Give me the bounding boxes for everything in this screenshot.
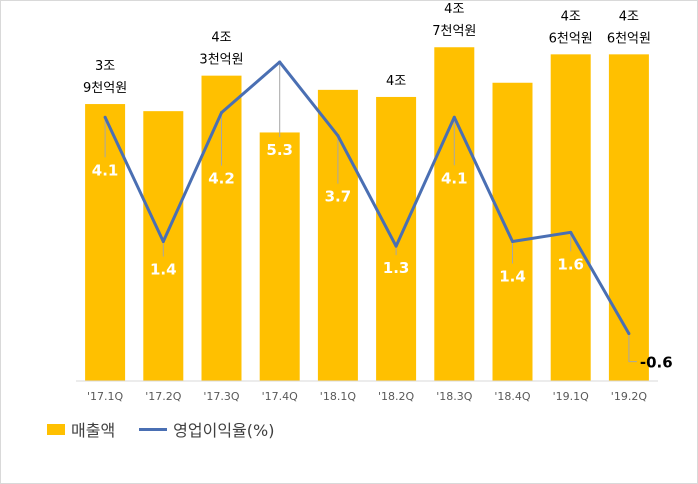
bar-label: 4조 — [561, 9, 581, 24]
margin-line — [103, 60, 631, 335]
bar-label: 4조 — [444, 2, 464, 17]
legend-swatch-margin — [139, 427, 168, 431]
line-point — [452, 115, 456, 119]
bar-label: 4조 — [386, 74, 406, 89]
line-label: 1.4 — [150, 261, 177, 279]
bar-6 — [434, 47, 475, 381]
bar-label: 4조 — [211, 31, 231, 46]
bar-3 — [259, 132, 300, 381]
line-point — [394, 244, 398, 248]
bar-label: 7천억원 — [432, 24, 476, 39]
bar-7 — [492, 82, 533, 381]
line-point — [511, 240, 514, 244]
line-point — [103, 115, 107, 119]
line-label: 4.1 — [92, 161, 119, 179]
bar-label: 9천억원 — [83, 81, 127, 96]
line-label: 1.6 — [557, 255, 584, 273]
bar-label: 3천억원 — [199, 53, 243, 68]
line-point — [569, 230, 573, 234]
bar-9 — [608, 54, 649, 381]
leader-line — [628, 333, 637, 363]
line-point — [161, 240, 165, 244]
bar-label: 6천억원 — [607, 31, 651, 46]
bar-label: 4조 — [619, 9, 639, 24]
line-label: 4.1 — [441, 169, 468, 187]
line-label: 1.3 — [383, 259, 410, 277]
x-tick-label: '18.4Q — [494, 390, 531, 403]
x-tick-label: '17.1Q — [87, 390, 124, 403]
bar-label: 3조 — [95, 59, 115, 74]
line-point — [278, 60, 282, 64]
line-point — [627, 332, 631, 336]
line-label: 5.3 — [266, 141, 293, 159]
x-tick-label: '18.3Q — [436, 390, 473, 403]
x-tick-label: '18.1Q — [320, 390, 357, 403]
bar-5 — [376, 96, 417, 381]
legend: 매출액 영업이익율(%) — [47, 417, 274, 441]
line-point — [336, 134, 340, 138]
x-tick-label: '17.2Q — [145, 390, 182, 403]
line-point — [220, 111, 223, 115]
line-label: -0.6 — [640, 354, 673, 372]
legend-label-margin: 영업이익율(%) — [173, 421, 275, 440]
legend-label-revenue: 매출액 — [71, 421, 116, 440]
x-tick-label: '19.2Q — [611, 390, 648, 403]
x-tick-label: '17.3Q — [203, 390, 240, 403]
line-label: 3.7 — [325, 188, 352, 206]
x-tick-label: '17.4Q — [262, 390, 299, 403]
bar-8 — [550, 54, 591, 381]
x-tick-label: '18.2Q — [378, 390, 415, 403]
bar-label: 6천억원 — [549, 31, 593, 46]
line-label: 1.4 — [499, 268, 526, 286]
x-tick-label: '19.1Q — [553, 390, 590, 403]
legend-swatch-revenue — [47, 423, 65, 435]
line-label: 4.2 — [208, 170, 235, 188]
